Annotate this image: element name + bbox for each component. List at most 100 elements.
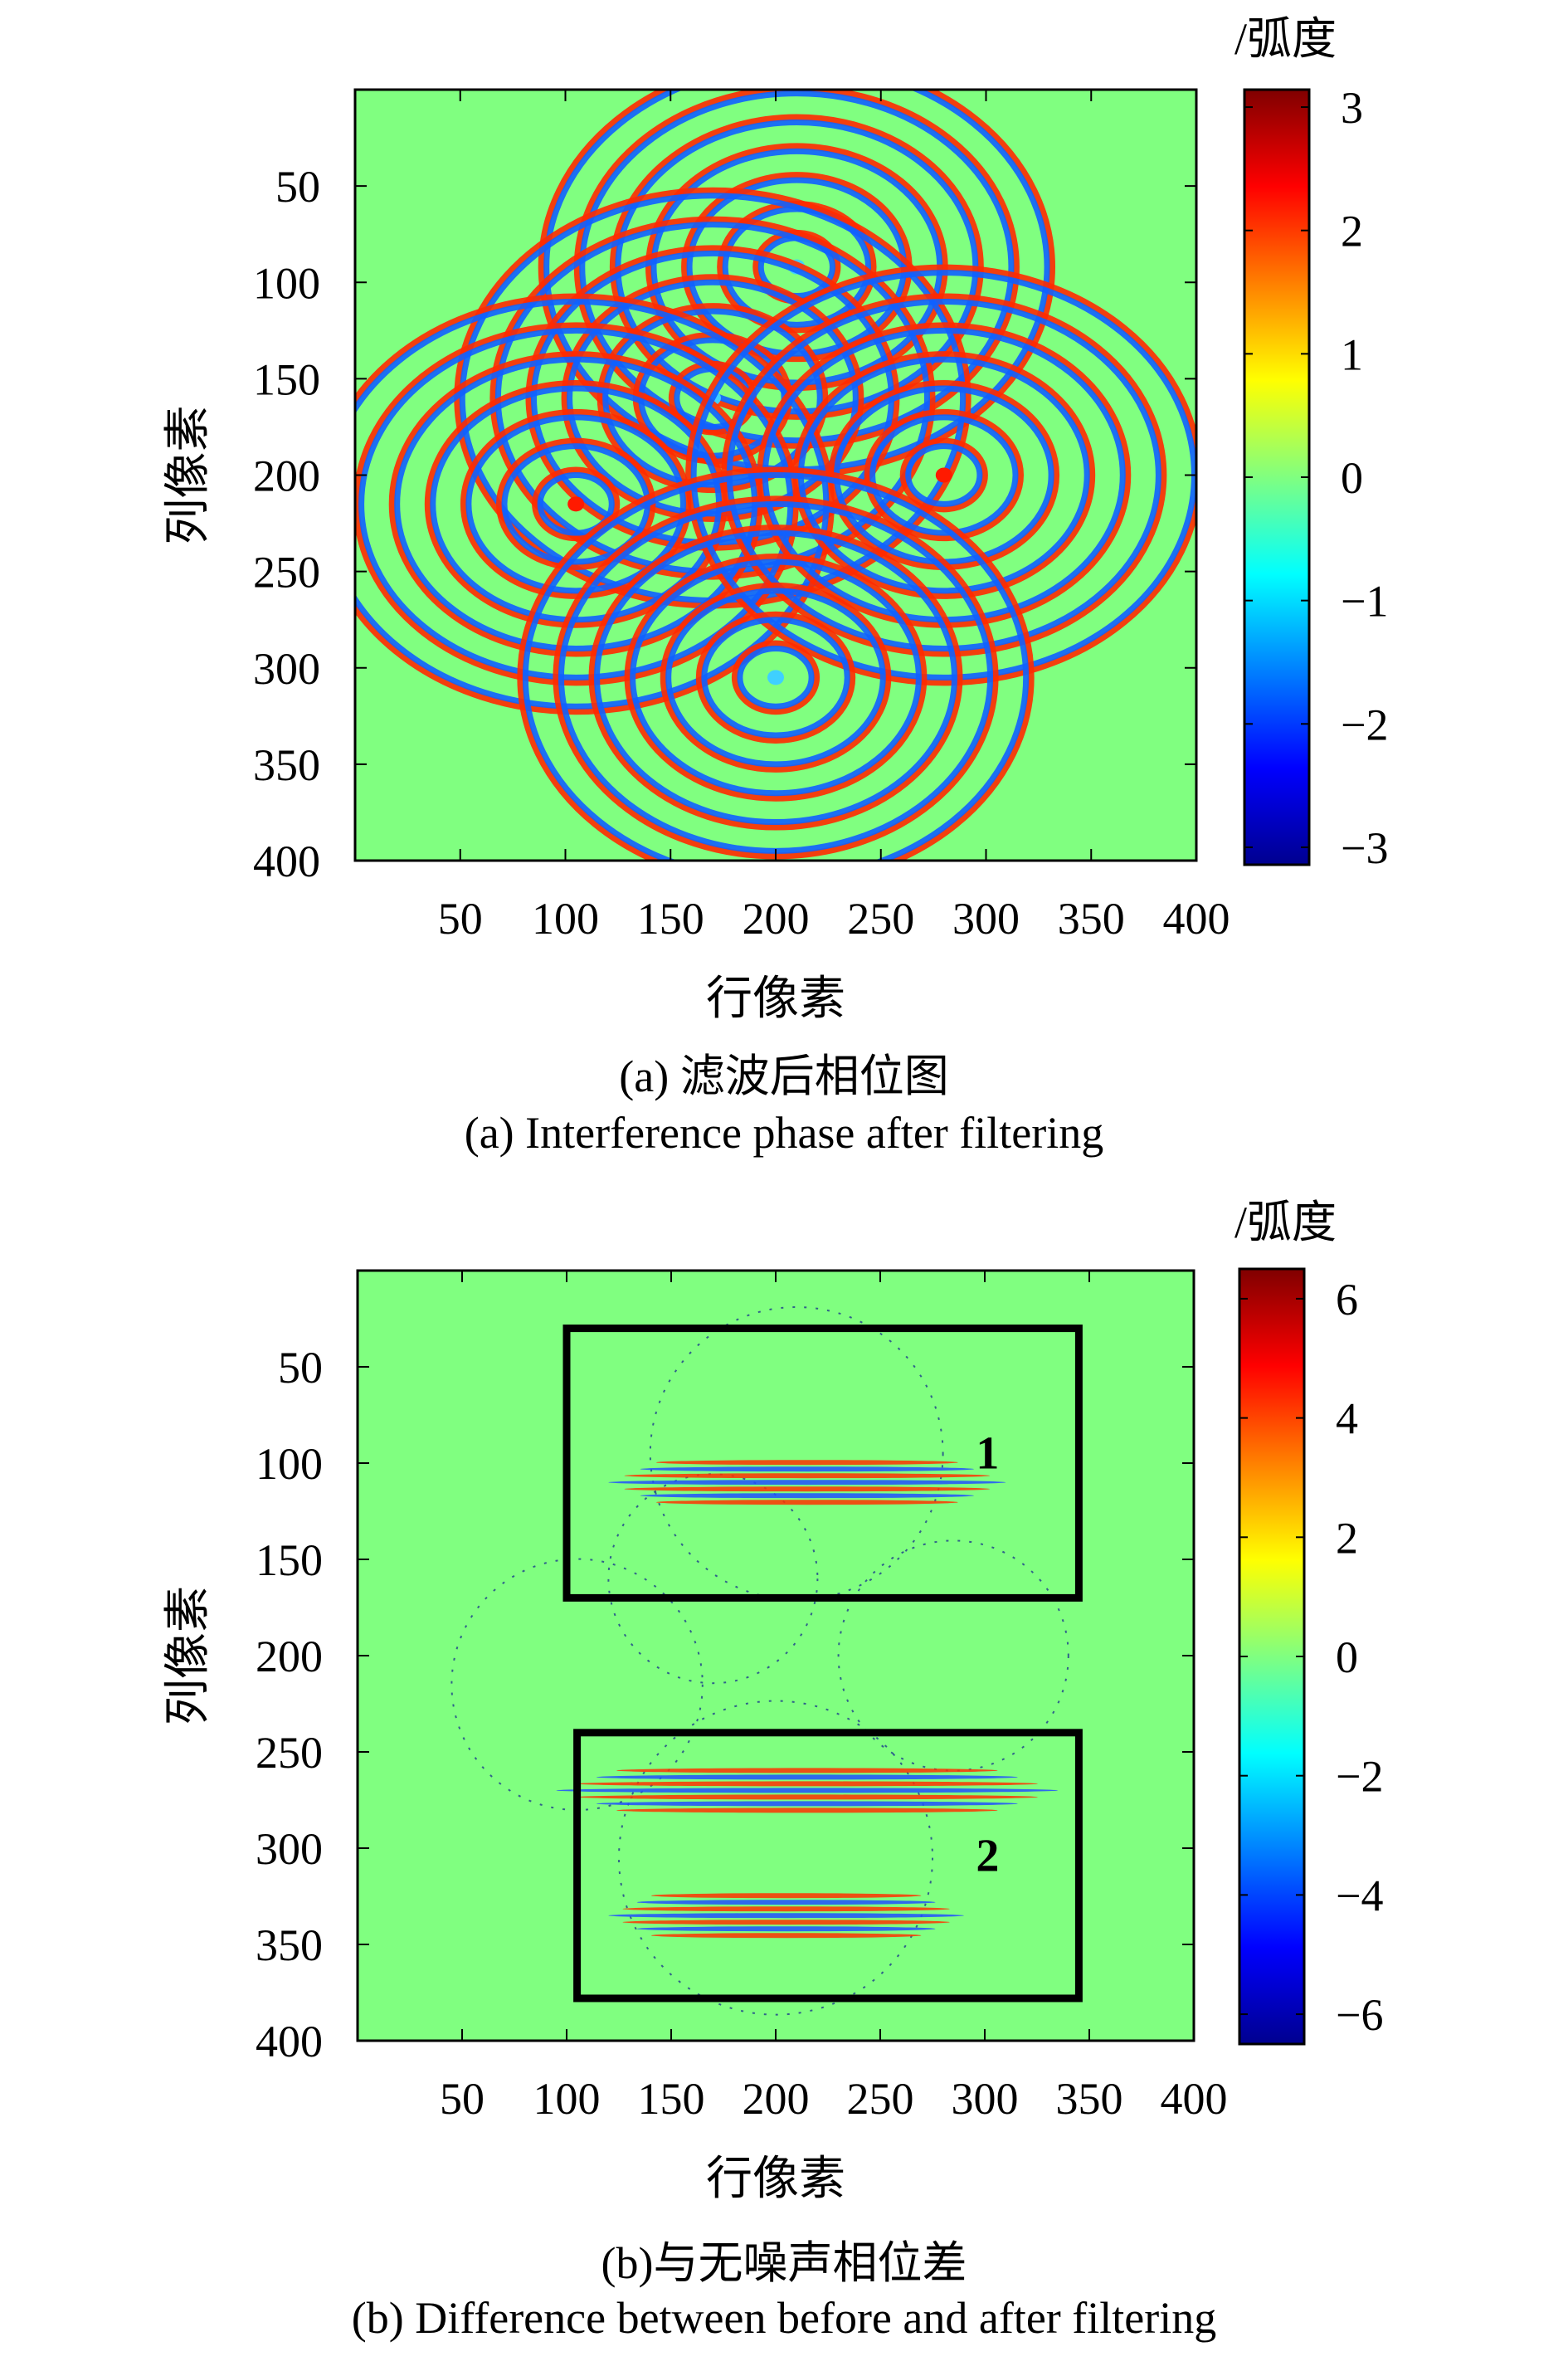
y-tick-label: 300 <box>253 644 320 694</box>
x-tick-label: 150 <box>638 2074 705 2124</box>
fringe-center <box>767 670 784 685</box>
y-tick-label: 250 <box>256 1728 323 1778</box>
y-tick-label: 350 <box>256 1920 323 1970</box>
region-label-1: 1 <box>976 1427 999 1479</box>
x-tick-label: 350 <box>1056 2074 1123 2124</box>
y-tick-label: 350 <box>253 740 320 790</box>
region-box-1 <box>562 1325 1083 1602</box>
residual-band <box>576 1781 1039 1787</box>
y-tick-label: 100 <box>256 1439 323 1489</box>
x-tick-label: 100 <box>532 894 599 944</box>
fringe-ring-blue <box>701 617 850 739</box>
region-box-2 <box>573 1729 1083 2003</box>
fringe-ring-red <box>588 524 963 831</box>
x-tick-label: 400 <box>1163 894 1230 944</box>
residual-ring <box>607 1473 819 1685</box>
colorbar-tick-label: −6 <box>1336 1990 1383 2040</box>
fringe-ring-red <box>597 303 829 494</box>
residual-band <box>622 1920 950 1925</box>
fringe-ring-blue <box>905 443 983 507</box>
residual-band <box>556 1788 1059 1793</box>
y-tick-label: 400 <box>256 2017 323 2066</box>
residual-band <box>640 1466 974 1472</box>
caption-b-cn: (b)与无噪声相位差 <box>601 2238 967 2288</box>
y-tick-label: 400 <box>253 837 320 886</box>
residual-band <box>616 1768 998 1773</box>
x-tick-label: 400 <box>1161 2074 1228 2124</box>
residual-band <box>650 1933 922 1939</box>
colorbar-unit-label-b: /弧度 <box>1234 1198 1337 1247</box>
residual-band <box>655 1460 958 1466</box>
residual-band <box>616 1808 998 1813</box>
y-tick-label: 200 <box>253 451 320 501</box>
y-tick-label: 50 <box>275 162 320 212</box>
x-tick-label: 100 <box>533 2074 601 2124</box>
x-tick-label: 200 <box>743 2074 810 2124</box>
x-axis-label: 行像素 <box>706 2152 845 2206</box>
fringe-ring-red <box>532 466 621 542</box>
fringe-ring-red <box>899 437 988 513</box>
residual-ring <box>618 1700 933 2016</box>
fringe-ring-red <box>517 466 1035 861</box>
residual-band <box>655 1500 958 1505</box>
residual-band <box>636 1900 936 1905</box>
fringe-layer <box>355 90 1196 861</box>
colorbar-tick-label: −2 <box>1341 700 1388 749</box>
fringe-ring-blue <box>737 646 815 710</box>
fringe-ring-blue <box>522 472 1030 861</box>
colorbar-unit-label-a: /弧度 <box>1234 14 1337 64</box>
colorbar-tick-label: −4 <box>1336 1871 1383 1920</box>
fringe-ring-red <box>573 90 1020 449</box>
x-axis-label: 行像素 <box>706 972 845 1026</box>
residual-ring <box>649 1306 944 1601</box>
x-tick-label: 250 <box>847 2074 914 2124</box>
y-tick-label: 300 <box>256 1824 323 1874</box>
fringe-ring-blue <box>579 90 1015 444</box>
x-tick-label: 250 <box>847 894 914 944</box>
residual-band <box>636 1926 936 1932</box>
fringe-ring-blue <box>465 414 686 594</box>
residual-band <box>624 1473 991 1479</box>
colorbar <box>1243 88 1311 866</box>
y-tick-label: 150 <box>253 354 320 404</box>
fringe-ring-red <box>731 640 821 715</box>
fringe-center <box>935 467 952 483</box>
residual-band <box>650 1893 922 1899</box>
fringe-ring-red <box>685 264 1196 686</box>
colorbar <box>1238 1267 1306 2046</box>
colorbar-tick-label: 0 <box>1341 453 1363 503</box>
y-tick-label: 50 <box>278 1343 323 1393</box>
colorbar-tick-label: 2 <box>1336 1513 1358 1563</box>
y-tick-label: 250 <box>253 548 320 598</box>
colorbar-tick-label: 6 <box>1336 1275 1358 1325</box>
residual-band <box>596 1801 1018 1807</box>
x-tick-label: 200 <box>743 894 810 944</box>
colorbar-tick-label: −1 <box>1341 577 1388 627</box>
caption-a-en: (a) Interference phase after filtering <box>464 1108 1104 1158</box>
y-tick-label: 150 <box>256 1535 323 1585</box>
fringe-center <box>567 496 585 512</box>
residual-band <box>596 1774 1018 1780</box>
residual-layer <box>450 1306 1069 2016</box>
fringe-ring-red <box>561 274 864 522</box>
fringe-ring-blue <box>602 308 823 488</box>
colorbar-tick-label: 4 <box>1336 1394 1358 1444</box>
fringe-ring-red <box>660 582 892 773</box>
x-tick-label: 300 <box>952 2074 1019 2124</box>
heatmap-background <box>358 1271 1194 2041</box>
x-tick-label: 50 <box>438 894 483 944</box>
x-tick-label: 300 <box>952 894 1020 944</box>
colorbar-tick-label: 1 <box>1341 329 1363 379</box>
residual-band <box>608 1480 1006 1486</box>
fringe-ring-blue <box>665 588 886 768</box>
caption-a-cn: (a) 滤波后相位图 <box>619 1051 949 1101</box>
fringe-ring-red <box>624 554 928 802</box>
x-tick-label: 150 <box>637 894 704 944</box>
caption-b-en: (b) Difference between before and after … <box>351 2293 1217 2343</box>
x-tick-label: 350 <box>1058 894 1125 944</box>
x-tick-label: 50 <box>440 2074 485 2124</box>
residual-band <box>640 1493 974 1499</box>
y-tick-label: 100 <box>253 258 320 308</box>
fringe-ring-blue <box>594 529 957 826</box>
